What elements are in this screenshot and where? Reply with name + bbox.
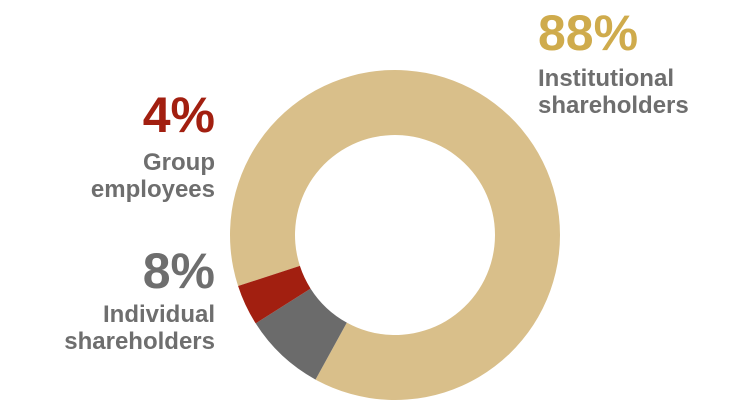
label-group-employees: 4% Group employees	[91, 90, 215, 204]
desc-individual-line-2: shareholders	[64, 327, 215, 355]
value-label-group-employees: 4%	[142, 87, 215, 143]
desc-individual-line-1: Individual	[102, 301, 215, 328]
donut-slice-individual-shareholders	[255, 288, 347, 380]
donut-slice-group-employees	[238, 265, 311, 324]
desc-institutional-line-2: shareholders	[538, 91, 689, 119]
label-institutional-shareholders: 88% Institutional shareholders	[538, 8, 689, 120]
donut-slice-institutional-shareholders	[229, 69, 560, 400]
desc-group-employees-line-1: Group	[143, 149, 215, 176]
desc-group-employees-line-2: employees	[90, 175, 215, 203]
label-individual-shareholders: 8% Individual shareholders	[64, 246, 215, 356]
value-label-individual-shareholders: 8%	[142, 243, 215, 299]
desc-institutional-line-1: Institutional	[538, 65, 674, 92]
value-label-institutional-shareholders: 88%	[538, 5, 639, 61]
